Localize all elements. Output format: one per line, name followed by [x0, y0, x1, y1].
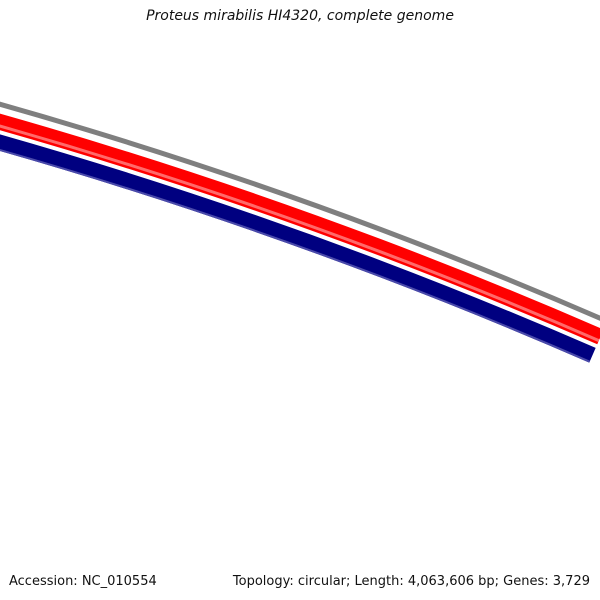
accession-label: Accession: NC_010554 — [9, 574, 157, 589]
backbone-ring — [0, 101, 600, 321]
genome-rings — [0, 101, 600, 363]
forward-strand-ring — [0, 113, 600, 345]
map-title: Proteus mirabilis HI4320, complete genom… — [146, 8, 454, 24]
reverse-strand-highlight — [0, 149, 591, 363]
forward-strand-highlight — [0, 124, 600, 342]
genome-summary: Topology: circular; Length: 4,063,606 bp… — [232, 574, 590, 589]
reverse-strand-ring — [0, 134, 596, 363]
